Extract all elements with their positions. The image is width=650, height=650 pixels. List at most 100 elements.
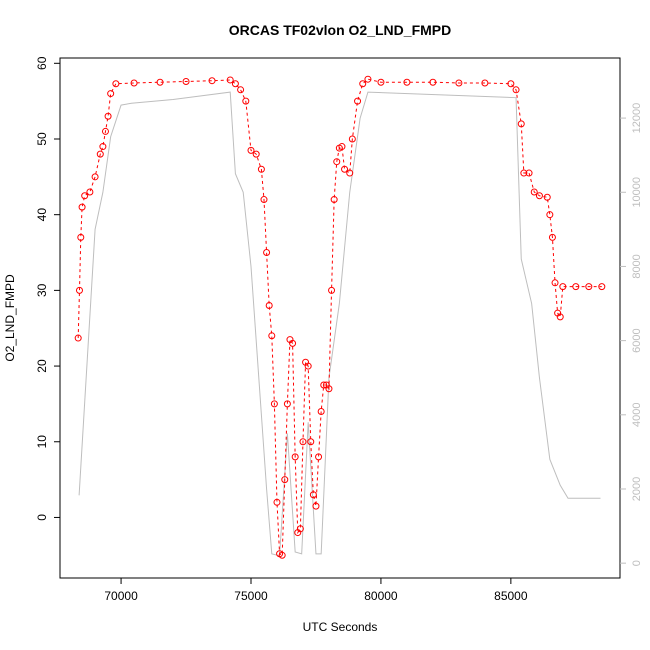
plot-frame [59, 57, 621, 579]
y-axis-label: O2_LND_FMPD [3, 274, 17, 362]
data-point [551, 279, 559, 287]
x-tick-label: 80000 [364, 589, 398, 603]
data-point [598, 283, 606, 291]
data-point [130, 79, 138, 87]
data-point [226, 76, 234, 84]
data-point [156, 78, 164, 86]
data-point [559, 283, 567, 291]
y-tick-label: 60 [35, 56, 49, 70]
data-point [338, 143, 346, 151]
data-point [312, 502, 320, 510]
y-tick-label: 30 [35, 283, 49, 297]
data-point [263, 249, 271, 257]
data-point [359, 80, 367, 88]
data-point [78, 203, 86, 211]
data-point [231, 80, 239, 88]
y2-tick-label: 0 [631, 560, 643, 566]
data-point [273, 498, 281, 506]
data-point [341, 165, 349, 173]
data-point [317, 407, 325, 415]
data-point [237, 86, 245, 94]
secondary-line [78, 91, 601, 557]
data-point [548, 233, 556, 241]
data-point [86, 188, 94, 196]
data-point [525, 169, 533, 177]
data-point [96, 150, 104, 158]
data-point [315, 453, 323, 461]
data-point [535, 192, 543, 200]
data-point [481, 79, 489, 87]
data-point [520, 169, 528, 177]
data-point [291, 453, 299, 461]
data-point [283, 400, 291, 408]
data-point [260, 196, 268, 204]
data-point [296, 525, 304, 533]
data-point [546, 211, 554, 219]
data-point [333, 158, 341, 166]
data-point [182, 77, 190, 85]
data-line [77, 78, 602, 557]
data-point [530, 188, 538, 196]
data-point [320, 381, 328, 389]
data-point [270, 400, 278, 408]
data-point [91, 173, 99, 181]
data-point [208, 77, 216, 85]
data-point [77, 233, 85, 241]
data-point [265, 302, 273, 310]
data-point [307, 438, 315, 446]
x-tick-label: 85000 [494, 589, 528, 603]
data-point [517, 120, 525, 128]
data-point [112, 80, 120, 88]
data-point [81, 192, 89, 200]
data-point [377, 78, 385, 86]
data-point [348, 135, 356, 143]
data-point [242, 97, 250, 105]
y2-tick-label: 6000 [631, 328, 643, 352]
data-point [556, 313, 564, 321]
data-point [107, 90, 115, 98]
y2-tick-label: 2000 [631, 477, 643, 501]
data-point [252, 150, 260, 158]
data-point [299, 438, 307, 446]
data-point [429, 78, 437, 86]
data-point [74, 334, 82, 342]
data-point [572, 283, 580, 291]
data-point [99, 143, 107, 151]
data-point [328, 286, 336, 294]
data-point [455, 79, 463, 87]
y-tick-label: 10 [35, 435, 49, 449]
y2-tick-label: 10000 [631, 177, 643, 208]
data-point [585, 283, 593, 291]
data-point [346, 169, 354, 177]
chart-title: ORCAS TF02vlon O2_LND_FMPD [229, 22, 451, 38]
x-tick-label: 75000 [234, 589, 268, 603]
y2-tick-label: 12000 [631, 103, 643, 134]
data-point [268, 332, 276, 340]
y-tick-label: 0 [35, 514, 49, 521]
data-point [364, 75, 372, 83]
data-point [278, 551, 286, 559]
data-point [325, 385, 333, 393]
y-tick-label: 40 [35, 208, 49, 222]
data-point [507, 80, 515, 88]
y2-tick-label: 8000 [631, 254, 643, 278]
data-point [101, 127, 109, 135]
data-point [309, 491, 317, 499]
data-point [304, 362, 312, 370]
x-tick-label: 70000 [104, 589, 138, 603]
data-point [512, 86, 520, 94]
data-point [247, 146, 255, 154]
x-axis-label: UTC Seconds [303, 620, 378, 634]
data-point [281, 476, 289, 484]
data-point [543, 193, 551, 201]
y2-tick-label: 4000 [631, 403, 643, 427]
y-tick-label: 50 [35, 132, 49, 146]
data-point [354, 97, 362, 105]
data-point [257, 165, 265, 173]
data-point [289, 339, 297, 347]
y-tick-label: 20 [35, 359, 49, 373]
data-point [75, 286, 83, 294]
data-point [403, 78, 411, 86]
data-point [330, 196, 338, 204]
